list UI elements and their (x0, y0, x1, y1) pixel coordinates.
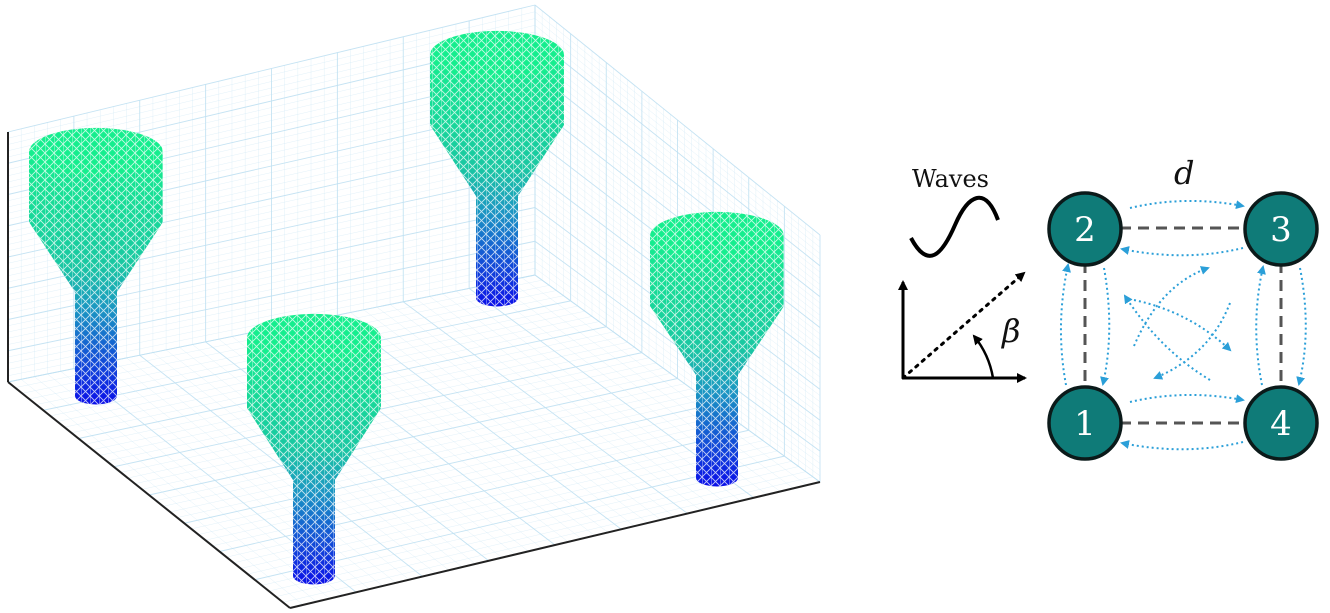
arrow-1-to-3 (1133, 266, 1210, 347)
arrow-2-to-1 (1100, 267, 1111, 386)
node-2-label: 2 (1074, 210, 1096, 250)
arrow-3-to-4 (1296, 267, 1307, 386)
node-3: 3 (1243, 191, 1319, 267)
node-4: 4 (1243, 385, 1319, 461)
x-axis-line (289, 481, 821, 609)
arrow-1-to-4 (1129, 393, 1245, 404)
node-1-circle (1047, 385, 1123, 461)
node-1: 1 (1047, 385, 1123, 461)
y-axis-line (7, 381, 291, 609)
interaction-arrows (1059, 199, 1307, 451)
arrow-4-to-3 (1255, 265, 1266, 386)
float-front-left (247, 313, 381, 585)
wave-icon (909, 196, 1000, 258)
arrow-3-to-2 (1120, 246, 1244, 257)
float-back-right (430, 30, 564, 307)
node-4-label: 4 (1270, 404, 1292, 444)
floating-bodies (29, 30, 784, 585)
node-1-label: 1 (1074, 404, 1096, 444)
waves-legend: Waves (909, 165, 1000, 258)
plot-axes (7, 132, 821, 609)
incidence-angle-diagram: β (898, 271, 1027, 383)
spacing-label: d (1174, 154, 1194, 192)
dashed-links (1083, 226, 1283, 425)
arrow-2-to-3 (1129, 199, 1245, 210)
node-2: 2 (1047, 191, 1123, 267)
wave-direction-arrow (901, 271, 1026, 380)
float-front-right (650, 211, 784, 487)
angle-arc (972, 334, 995, 379)
arrow-3-to-1 (1153, 302, 1231, 380)
arrow-2-to-4 (1133, 299, 1232, 352)
arrow-1-to-2 (1059, 263, 1071, 386)
arrow-4-to-1 (1120, 440, 1244, 451)
node-2-circle (1047, 191, 1123, 267)
interaction-network: d 2 3 (1047, 154, 1319, 461)
node-3-circle (1243, 191, 1319, 267)
node-4-circle (1243, 385, 1319, 461)
arrow-4-to-2 (1123, 294, 1211, 381)
angle-label: β (1001, 312, 1021, 350)
float-back-left (29, 127, 163, 405)
waves-label: Waves (912, 165, 989, 193)
node-3-label: 3 (1270, 210, 1292, 250)
